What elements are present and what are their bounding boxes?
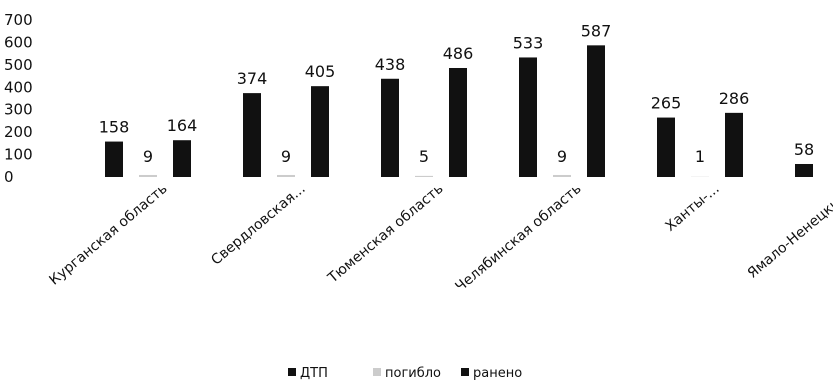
bar-2 — [277, 174, 295, 177]
y-tick-label: 600 — [4, 33, 33, 51]
bar-3 — [173, 140, 191, 177]
data-label: 9 — [557, 147, 567, 166]
y-tick-label: 100 — [4, 146, 33, 164]
x-tick-label: Курганская область — [46, 181, 170, 289]
y-tick-label: 400 — [4, 78, 33, 96]
data-label: 9 — [281, 147, 291, 166]
data-label: 158 — [99, 118, 130, 137]
bar-1 — [657, 117, 675, 177]
bar-2 — [553, 174, 571, 177]
data-label: 533 — [513, 33, 544, 52]
y-tick-label: 0 — [4, 168, 14, 186]
data-label: 58 — [794, 140, 814, 159]
y-tick-label: 700 — [4, 11, 33, 29]
legend-swatch — [461, 368, 469, 376]
bar-3 — [587, 45, 605, 177]
y-tick-label: 200 — [4, 123, 33, 141]
data-label: 286 — [719, 89, 750, 108]
y-axis: 700 600 500 400 300 200 100 0 — [4, 11, 33, 186]
bar-1 — [795, 163, 813, 177]
x-tick-label: Ямало-Ненецкий... — [745, 181, 833, 282]
data-label: 486 — [443, 44, 474, 63]
legend: ДТП погибло ранено — [288, 366, 522, 381]
plot-area: 1589164374940543854865339587265128658067 — [99, 21, 833, 177]
bar-3 — [449, 67, 467, 177]
legend-swatch — [373, 368, 381, 376]
bar-3 — [311, 86, 329, 177]
data-label: 374 — [237, 69, 268, 88]
data-label: 1 — [695, 147, 705, 166]
legend-swatch — [288, 368, 296, 376]
bar-3 — [725, 112, 743, 177]
data-label: 587 — [581, 21, 612, 40]
bar-2 — [415, 175, 433, 177]
bar-1 — [105, 141, 123, 177]
legend-item: ранено — [473, 366, 522, 381]
data-label: 164 — [167, 116, 198, 135]
y-tick-label: 300 — [4, 101, 33, 119]
bar-1 — [243, 93, 261, 177]
x-axis: Курганская область Свердловская... Тюменск… — [46, 181, 833, 295]
x-tick-label: Челябинская область — [453, 181, 585, 295]
data-label: 405 — [305, 62, 336, 81]
bar-2 — [139, 174, 157, 177]
x-tick-label: Свердловская... — [208, 181, 308, 269]
legend-item: ДТП — [300, 366, 328, 381]
x-tick-label: Ханты-... — [663, 181, 723, 235]
data-label: 5 — [419, 147, 429, 166]
bar-1 — [381, 78, 399, 177]
legend-item: погибло — [385, 366, 441, 381]
data-label: 438 — [375, 55, 406, 74]
y-tick-label: 500 — [4, 56, 33, 74]
x-tick-label: Тюменская область — [324, 181, 446, 287]
bar-1 — [519, 57, 537, 177]
data-label: 9 — [143, 147, 153, 166]
data-label: 265 — [651, 94, 682, 113]
